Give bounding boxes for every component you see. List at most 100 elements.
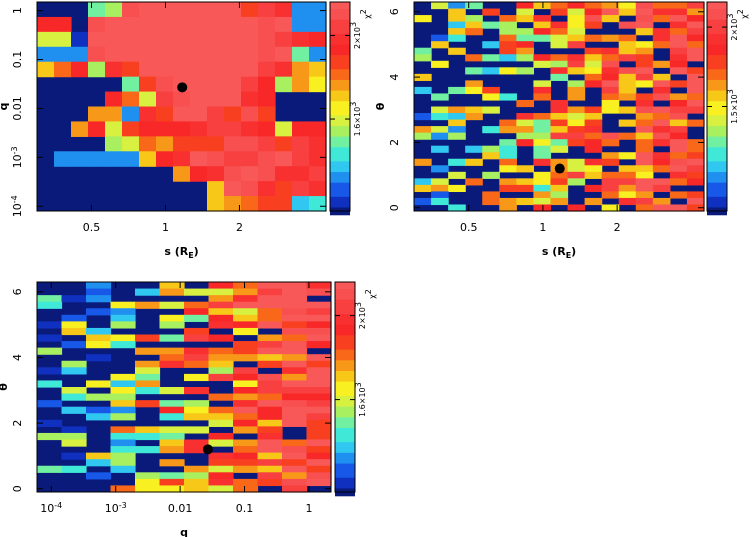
- heatmap-cell: [686, 119, 705, 127]
- heatmap-cell: [173, 151, 191, 167]
- heatmap-cell: [233, 452, 259, 460]
- heatmap-cell: [567, 171, 586, 179]
- colorbar-segment: [335, 381, 355, 386]
- colorbar-segment: [707, 203, 727, 209]
- heatmap-cell: [159, 282, 185, 290]
- heatmap-cell: [208, 439, 234, 447]
- heatmap-cell: [669, 106, 688, 114]
- heatmap-cell: [257, 419, 283, 427]
- heatmap-cell: [465, 15, 483, 23]
- heatmap-cell: [533, 139, 552, 147]
- heatmap-cell: [669, 99, 688, 108]
- heatmap-cell: [533, 93, 552, 101]
- plot-frame: [36, 281, 332, 493]
- heatmap-cell: [105, 106, 123, 123]
- heatmap-cell: [414, 158, 432, 166]
- heatmap-cell: [159, 432, 185, 441]
- heatmap-cell: [122, 91, 140, 108]
- heatmap-cell: [241, 61, 259, 78]
- heatmap-cell: [652, 165, 671, 173]
- heatmap-cell: [567, 165, 586, 173]
- colorbar-segment: [330, 55, 350, 60]
- colorbar-segment: [330, 193, 350, 198]
- heatmap-cell: [233, 301, 259, 309]
- heatmap-cell: [173, 61, 191, 78]
- heatmap-cell: [105, 151, 123, 167]
- heatmap-cell: [156, 46, 174, 63]
- heatmap-cell: [448, 34, 466, 42]
- heatmap-cell: [257, 406, 283, 414]
- heatmap-cell: [482, 86, 500, 95]
- heatmap-cell: [448, 8, 466, 16]
- heatmap-cell: [241, 136, 259, 152]
- heatmap-cell: [110, 321, 136, 329]
- heatmap-cell: [241, 76, 259, 93]
- colorbar-segment: [330, 87, 350, 92]
- colorbar-segment: [707, 87, 727, 92]
- heatmap-cell: [61, 387, 87, 395]
- heatmap-cell: [233, 419, 259, 427]
- heatmap-cell: [275, 2, 293, 18]
- heatmap-cell: [618, 152, 637, 160]
- colorbar-segment: [330, 179, 350, 184]
- heatmap-cell: [190, 76, 208, 93]
- heatmap-cell: [618, 171, 637, 179]
- heatmap-cell: [122, 2, 140, 18]
- heatmap-cell: [533, 2, 552, 10]
- heatmap-cell: [414, 184, 432, 193]
- heatmap-cell: [306, 360, 332, 368]
- heatmap-cell: [122, 76, 140, 93]
- colorbar-segment: [335, 420, 355, 426]
- heatmap-cell: [207, 2, 225, 18]
- heatmap-cell: [635, 184, 654, 193]
- heatmap-cell: [208, 465, 234, 473]
- heatmap-cell: [61, 406, 87, 414]
- heatmap-cell: [550, 21, 569, 29]
- heatmap-cell: [282, 360, 308, 368]
- heatmap-cell: [584, 15, 603, 23]
- heatmap-cell: [292, 31, 310, 48]
- heatmap-cell: [306, 380, 332, 388]
- colorbar-title: χ2: [364, 289, 377, 299]
- colorbar-segment: [335, 424, 355, 429]
- heatmap-cell: [184, 354, 210, 362]
- heatmap-cell: [159, 413, 185, 421]
- heatmap-cell: [207, 16, 225, 33]
- colorbar-segment: [707, 30, 727, 35]
- heatmap-cell: [258, 136, 276, 152]
- x-tick-label: 10-4: [40, 501, 62, 515]
- colorbar-segment: [707, 5, 727, 10]
- colorbar-segment: [707, 125, 727, 131]
- x-tick-label: 2: [614, 221, 621, 234]
- colorbar-tick-label: 1.6×103: [349, 102, 362, 137]
- heatmap-cell: [184, 387, 210, 395]
- heatmap-cell: [190, 166, 208, 182]
- heatmap-cell: [669, 2, 688, 10]
- heatmap-cell: [584, 47, 603, 55]
- heatmap-cell: [499, 119, 517, 127]
- heatmap-cell: [257, 432, 283, 441]
- heatmap-cell: [292, 76, 310, 93]
- heatmap-cell: [37, 61, 55, 78]
- heatmap-cell: [465, 28, 483, 36]
- heatmap-cell: [482, 171, 500, 179]
- x-tick-label: 1: [539, 221, 546, 234]
- y-tick-label: 0.01: [11, 96, 24, 121]
- heatmap-cell: [431, 132, 449, 140]
- heatmap-cell: [233, 413, 259, 421]
- colorbar-segment: [330, 118, 350, 124]
- colorbar-segment: [330, 44, 350, 49]
- heatmap-cell: [110, 393, 136, 401]
- heatmap-cell: [618, 73, 637, 81]
- heatmap-cell: [207, 76, 225, 93]
- heatmap-cell: [135, 288, 161, 296]
- heatmap-cell: [282, 452, 308, 460]
- heatmap-cell: [516, 67, 535, 75]
- heatmap-cell: [533, 158, 552, 166]
- heatmap-cell: [635, 15, 654, 23]
- colorbar-segment: [330, 147, 350, 152]
- heatmap-cell: [241, 196, 259, 212]
- colorbar-segment: [335, 335, 355, 340]
- heatmap-cell: [135, 426, 161, 434]
- heatmap-cell: [686, 106, 705, 114]
